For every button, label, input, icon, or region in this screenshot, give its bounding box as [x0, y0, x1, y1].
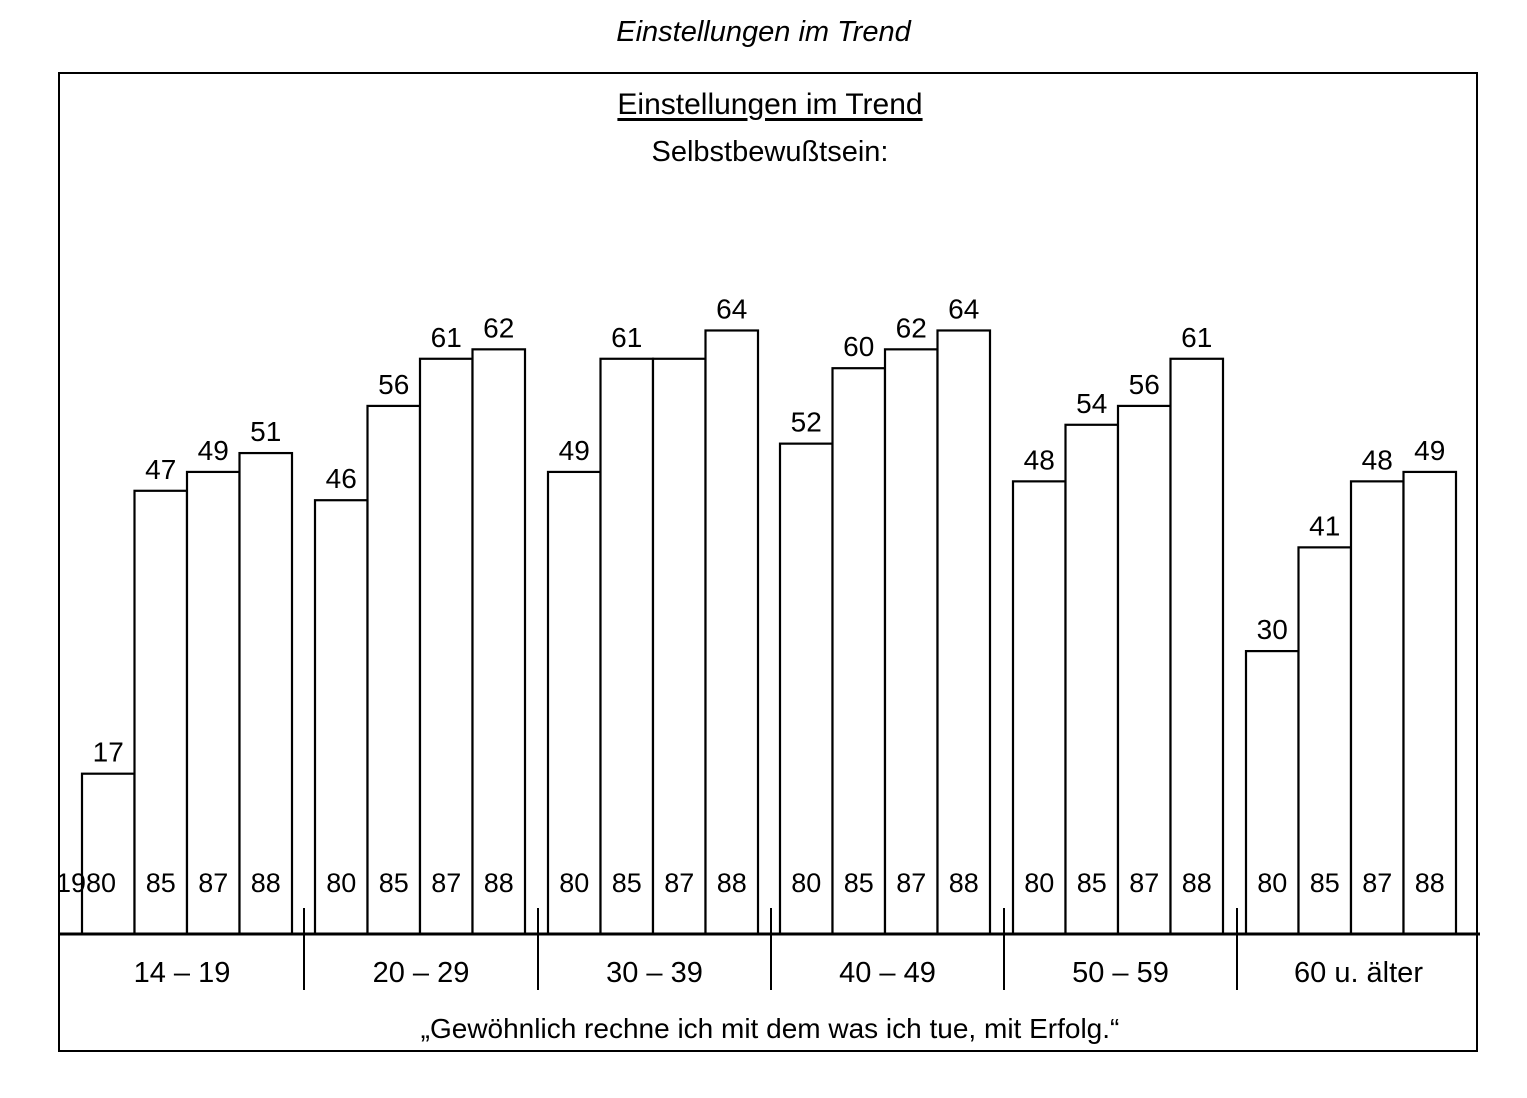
year-tick-label: 87: [198, 868, 228, 898]
bar: [238, 451, 294, 936]
age-group-label: 60 u. älter: [1294, 957, 1423, 989]
bar-value-label: 48: [1024, 444, 1055, 475]
bar: [778, 442, 834, 936]
bar: [1349, 480, 1405, 936]
year-tick-label: 85: [146, 868, 176, 898]
bar-value-label: 61: [431, 322, 462, 353]
bar: [418, 357, 474, 936]
year-tick-label: 80: [559, 868, 589, 898]
bar: [831, 367, 887, 936]
bar: [1169, 357, 1225, 936]
year-tick-label: 80: [791, 868, 821, 898]
bar-value-label: 47: [145, 454, 176, 485]
bar: [1011, 480, 1067, 936]
bar: [1116, 404, 1172, 936]
year-tick-label: 88: [717, 868, 747, 898]
bar-value-label: 49: [198, 435, 229, 466]
bar: [546, 470, 602, 936]
bar-value-label: 60: [843, 331, 874, 362]
bar-value-label: 49: [1414, 435, 1445, 466]
bar-value-label: 61: [611, 322, 642, 353]
year-tick-label: 87: [431, 868, 461, 898]
year-tick-label: 85: [379, 868, 409, 898]
bar-value-label: 46: [326, 463, 357, 494]
bar-value-label: 30: [1257, 614, 1288, 645]
axis-layer: 14 – 19 20 – 29 30 – 39 40 – 49 50 – 59 60 u.…: [60, 908, 1480, 990]
year-tick-label: 87: [1362, 868, 1392, 898]
bar: [883, 348, 939, 936]
bar: [651, 357, 707, 936]
bar-value-label: 17: [93, 737, 124, 768]
age-group-label: 30 – 39: [606, 957, 703, 989]
chart-frame: Einstellungen im Trend Selbstbewußtsein:…: [58, 72, 1480, 1052]
bar-value-label: 56: [1129, 369, 1160, 400]
bar: [185, 470, 241, 936]
year-tick-label: 87: [664, 868, 694, 898]
year-tick-label: 87: [1129, 868, 1159, 898]
bar-chart: 17 1980 47 85 49 87 51 88 46 80 56 85 61 87 62 88 49 80 61…: [60, 293, 1480, 1044]
year-tick-label: 80: [1257, 868, 1287, 898]
bar: [80, 772, 136, 936]
bar-value-label: 54: [1076, 388, 1107, 419]
bar-value-label: 62: [896, 312, 927, 343]
bar-value-label: 64: [948, 293, 979, 324]
chart-title: Einstellungen im Trend: [617, 88, 923, 121]
age-group-label: 14 – 19: [134, 957, 231, 989]
age-group-label: 40 – 49: [839, 957, 936, 989]
year-tick-label: 88: [484, 868, 514, 898]
year-tick-label: 1980: [60, 868, 116, 898]
bars-layer: 17 1980 47 85 49 87 51 88 46 80 56 85 61 87 62 88 49 80 61…: [60, 293, 1458, 936]
bar-value-label: 51: [250, 416, 281, 447]
chart-caption: „Gewöhnlich rechne ich mit dem was ich t…: [421, 1013, 1120, 1044]
year-tick-label: 88: [1182, 868, 1212, 898]
bar-value-label: 64: [716, 293, 747, 324]
bar-value-label: 48: [1362, 444, 1393, 475]
bar: [936, 329, 992, 936]
bar-value-label: 41: [1309, 510, 1340, 541]
year-tick-label: 85: [612, 868, 642, 898]
year-tick-label: 80: [326, 868, 356, 898]
bar: [1402, 470, 1458, 936]
bar-value-label: 49: [559, 435, 590, 466]
year-tick-label: 85: [1310, 868, 1340, 898]
year-tick-label: 88: [251, 868, 281, 898]
page-title: Einstellungen im Trend: [616, 16, 911, 48]
bar: [471, 348, 527, 936]
year-tick-label: 88: [949, 868, 979, 898]
bar: [366, 404, 422, 936]
bar: [599, 357, 655, 936]
year-tick-label: 85: [1077, 868, 1107, 898]
year-tick-label: 85: [844, 868, 874, 898]
chart-subtitle: Selbstbewußtsein:: [651, 136, 889, 168]
bar: [704, 329, 760, 936]
bar-value-label: 62: [483, 312, 514, 343]
bar-value-label: 56: [378, 369, 409, 400]
bar: [1064, 423, 1120, 936]
age-group-label: 20 – 29: [373, 957, 470, 989]
bar-value-label: 61: [1181, 322, 1212, 353]
age-group-label: 50 – 59: [1072, 957, 1169, 989]
bar-value-label: 52: [791, 407, 822, 438]
year-tick-label: 80: [1024, 868, 1054, 898]
year-tick-label: 88: [1415, 868, 1445, 898]
year-tick-label: 87: [896, 868, 926, 898]
